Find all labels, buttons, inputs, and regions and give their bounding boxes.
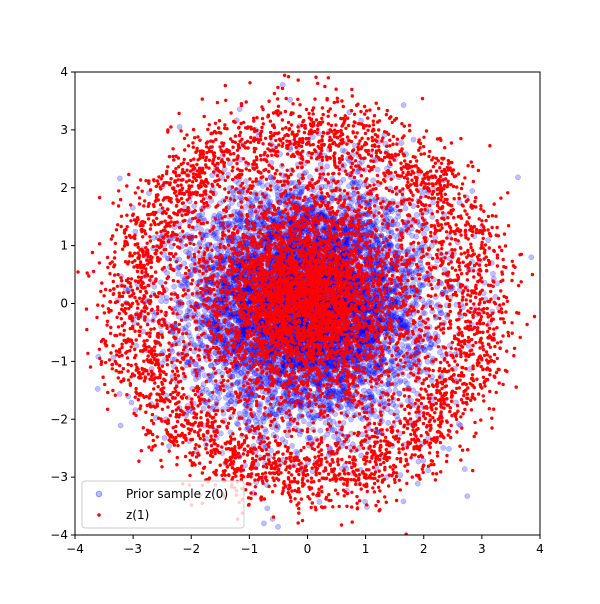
prior-point [410,136,417,143]
prior-point [226,400,232,406]
prior-point [494,280,501,287]
prior-point [415,458,422,465]
prior-point [234,380,240,386]
prior-point [420,457,427,464]
prior-point [438,310,444,316]
prior-point [158,279,164,286]
prior-point [301,418,307,425]
prior-point [346,401,353,408]
prior-point [402,205,409,212]
prior-point [397,226,404,233]
prior-point [322,399,328,405]
prior-point [268,447,274,454]
prior-point [428,300,435,306]
prior-point [198,324,205,330]
prior-point [440,444,447,451]
prior-point [161,435,168,441]
prior-point [199,211,206,217]
prior-point [400,102,407,108]
prior-point [357,414,364,421]
prior-point [324,163,330,170]
prior-point [275,523,281,530]
data-points [75,73,537,535]
prior-point [243,178,249,184]
prior-point [185,321,192,328]
prior-point [166,443,172,450]
prior-point [309,134,316,140]
prior-point [158,298,165,305]
prior-point [317,427,324,434]
prior-point [217,430,224,437]
prior-point [409,288,416,294]
prior-point [381,226,387,233]
prior-point [317,161,324,168]
prior-point [515,174,521,181]
prior-point [272,217,279,223]
prior-point [110,354,117,361]
prior-point [397,472,404,478]
prior-point [385,419,392,426]
prior-point [116,175,123,182]
prior-point [340,420,347,426]
prior-point [370,177,377,184]
prior-point [322,183,329,190]
prior-point [94,386,101,392]
prior-point [133,342,140,349]
prior-point [432,234,438,241]
prior-point [465,342,472,349]
prior-point [128,399,135,406]
prior-point [421,310,428,317]
prior-point [316,499,323,505]
prior-point [358,452,365,459]
prior-point [413,233,420,240]
prior-point [373,413,379,420]
prior-point [117,422,124,429]
prior-point [425,467,432,474]
prior-point [421,231,427,237]
prior-point [132,228,139,235]
prior-point [400,498,407,505]
prior-point [254,461,261,468]
prior-point [179,325,186,332]
prior-point [207,251,214,258]
prior-point [132,407,139,413]
